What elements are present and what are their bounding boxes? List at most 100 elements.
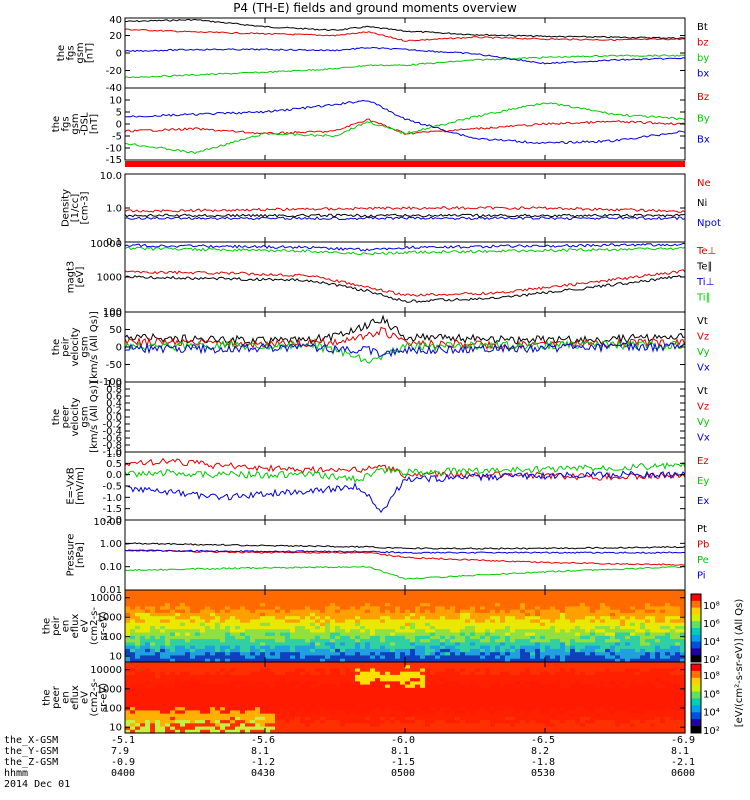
heatmap-cell: [540, 642, 546, 647]
heatmap-cell: [285, 612, 291, 617]
heatmap-cell: [235, 639, 241, 643]
heatmap-cell: [405, 684, 411, 689]
heatmap-cell: [530, 619, 536, 624]
legend-entry: Bx: [697, 135, 710, 146]
heatmap-cell: [240, 665, 246, 670]
heatmap-cell: [235, 619, 241, 624]
heatmap-cell: [660, 639, 666, 643]
heatmap-cell: [265, 668, 271, 673]
heatmap-cell: [545, 658, 551, 663]
heatmap-cell: [395, 606, 401, 611]
heatmap-cell: [515, 703, 521, 708]
heatmap-cell: [305, 639, 311, 643]
heatmap-cell: [235, 713, 241, 718]
heatmap-cell: [340, 622, 346, 627]
heatmap-cell: [445, 687, 451, 692]
heatmap-cell: [200, 599, 206, 604]
heatmap-cell: [320, 596, 326, 601]
heatmap-cell: [510, 710, 516, 715]
heatmap-cell: [200, 635, 206, 640]
heatmap-cell: [320, 632, 326, 637]
heatmap-cell: [430, 710, 436, 715]
heatmap-cell: [670, 606, 676, 611]
heatmap-cell: [510, 658, 516, 663]
heatmap-cell: [370, 652, 376, 657]
heatmap-cell: [330, 648, 336, 653]
heatmap-cell: [665, 596, 671, 601]
heatmap-cell: [495, 658, 501, 663]
heatmap-cell: [345, 671, 351, 676]
heatmap-cell: [175, 648, 181, 653]
heatmap-cell: [125, 632, 131, 637]
heatmap-cell: [605, 694, 611, 699]
heatmap-cell: [155, 658, 161, 663]
heatmap-cell: [285, 603, 291, 607]
heatmap-cell: [425, 681, 431, 686]
heatmap-cell: [550, 619, 556, 624]
heatmap-cell: [240, 652, 246, 657]
heatmap-cell: [565, 622, 571, 627]
heatmap-cell: [490, 648, 496, 653]
heatmap-cell: [545, 694, 551, 699]
heatmap-cell: [455, 606, 461, 611]
heatmap-cell: [565, 648, 571, 653]
heatmap-cell: [610, 691, 616, 695]
heatmap-cell: [440, 635, 446, 640]
heatmap-cell: [350, 703, 356, 708]
heatmap-cell: [155, 697, 161, 702]
heatmap-cell: [525, 612, 531, 617]
heatmap-cell: [200, 697, 206, 702]
heatmap-cell: [140, 707, 146, 712]
heatmap-cell: [455, 710, 461, 715]
heatmap-cell: [265, 635, 271, 640]
heatmap-cell: [495, 603, 501, 607]
heatmap-cell: [390, 632, 396, 637]
heatmap-cell: [210, 632, 216, 637]
heatmap-cell: [190, 713, 196, 718]
heatmap-cell: [185, 723, 191, 728]
heatmap-cell: [325, 710, 331, 715]
heatmap-cell: [410, 723, 416, 728]
heatmap-cell: [460, 697, 466, 702]
heatmap-cell: [225, 658, 231, 663]
heatmap-cell: [460, 590, 466, 594]
heatmap-cell: [345, 635, 351, 640]
heatmap-cell: [440, 697, 446, 702]
heatmap-cell: [295, 593, 301, 598]
heatmap-cell: [420, 590, 426, 594]
heatmap-cell: [190, 726, 196, 731]
heatmap-cell: [135, 684, 141, 689]
heatmap-cell: [155, 619, 161, 624]
heatmap-cell: [450, 671, 456, 676]
heatmap-cell: [185, 729, 191, 734]
heatmap-cell: [150, 590, 156, 594]
heatmap-cell: [255, 726, 261, 731]
heatmap-cell: [265, 632, 271, 637]
heatmap-cell: [645, 655, 651, 660]
heatmap-cell: [400, 609, 406, 614]
heatmap-cell: [195, 593, 201, 598]
heatmap-cell: [500, 668, 506, 673]
heatmap-cell: [470, 687, 476, 692]
heatmap-cell: [530, 710, 536, 715]
heatmap-cell: [200, 694, 206, 699]
heatmap-cell: [585, 616, 591, 621]
heatmap-cell: [225, 596, 231, 601]
heatmap-cell: [235, 729, 241, 734]
heatmap-cell: [425, 668, 431, 673]
heatmap-cell: [315, 655, 321, 660]
heatmap-cell: [485, 720, 491, 724]
heatmap-cell: [555, 632, 561, 637]
heatmap-cell: [265, 652, 271, 657]
heatmap-cell: [335, 729, 341, 734]
heatmap-cell: [195, 590, 201, 594]
series-line-By: [124, 102, 686, 155]
heatmap-cell: [620, 658, 626, 663]
heatmap-cell: [505, 694, 511, 699]
heatmap-cell: [625, 655, 631, 660]
heatmap-cell: [560, 694, 566, 699]
heatmap-cell: [565, 603, 571, 607]
heatmap-cell: [405, 629, 411, 634]
heatmap-cell: [280, 655, 286, 660]
heatmap-cell: [545, 720, 551, 724]
